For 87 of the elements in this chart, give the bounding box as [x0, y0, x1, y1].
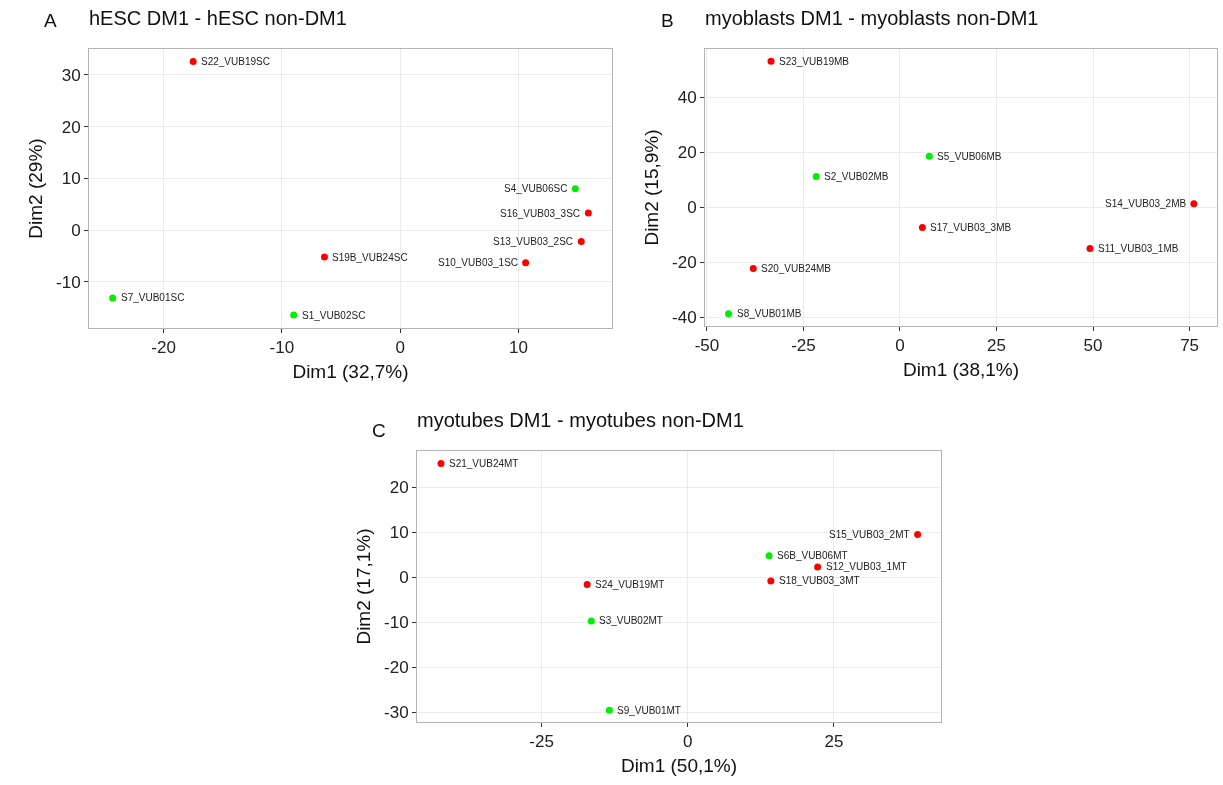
- point: [814, 563, 822, 571]
- annotation: S10_VUB03_1SC: [438, 257, 519, 268]
- point: [767, 57, 775, 65]
- annotation: S7_VUB01SC: [121, 292, 185, 303]
- y-axis-title: Dim2 (15,9%): [640, 129, 662, 246]
- annotation: S9_VUB01MT: [617, 705, 681, 716]
- annotation: S24_VUB19MT: [595, 579, 665, 590]
- annotation: S6B_VUB06MT: [777, 550, 848, 561]
- x-tick-label: -50: [694, 336, 720, 356]
- text: A: [44, 10, 57, 31]
- y-tick-label: -10: [384, 613, 409, 633]
- chart-title: myotubes DM1 - myotubes non-DM1: [417, 409, 744, 431]
- x-axis-title: Dim1 (32,7%): [292, 361, 409, 383]
- point: [522, 259, 530, 267]
- point: [749, 265, 757, 273]
- y-tick-label: -20: [672, 253, 697, 273]
- chart-title: myoblasts DM1 - myoblasts non-DM1: [705, 7, 1039, 29]
- x-axis-title: Dim1 (38,1%): [902, 359, 1020, 381]
- y-axis-title: Dim2 (17,1%): [352, 528, 374, 645]
- annotation: S15_VUB03_2MT: [829, 529, 910, 540]
- chart-title: hESC DM1 - hESC non-DM1: [89, 7, 347, 29]
- point: [290, 311, 298, 319]
- point: [583, 580, 591, 588]
- y-tick-label: 0: [399, 568, 409, 588]
- x-tick-label: -25: [791, 336, 816, 356]
- annotation: S5_VUB06MB: [937, 151, 1002, 162]
- x-tick-label: 0: [895, 336, 905, 356]
- x-tick-label: -25: [529, 732, 554, 752]
- point: [584, 209, 592, 217]
- annotation: S22_VUB19SC: [201, 56, 270, 67]
- annotation: S16_VUB03_3SC: [500, 208, 581, 219]
- x-tick-label: 75: [1180, 336, 1200, 356]
- y-axis-title: Dim2 (29%): [24, 138, 46, 239]
- y-tick-label: -10: [56, 272, 81, 292]
- x-tick-label: 25: [987, 336, 1006, 356]
- y-tick-label: 0: [687, 198, 697, 218]
- point: [320, 253, 328, 261]
- point: [1086, 245, 1094, 253]
- text: B: [661, 10, 674, 31]
- annotation: S11_VUB03_1MB: [1098, 243, 1179, 254]
- point: [767, 577, 775, 585]
- annotation: S19B_VUB24SC: [332, 252, 408, 263]
- annotation: S1_VUB02SC: [302, 310, 366, 321]
- annotation: S18_VUB03_3MT: [779, 575, 860, 586]
- x-tick-label: -20: [151, 338, 176, 358]
- point: [577, 238, 585, 246]
- y-tick-label: 10: [389, 523, 409, 543]
- annotation: S3_VUB02MT: [599, 615, 663, 626]
- y-tick-label: 20: [677, 143, 697, 163]
- y-tick-label: -30: [384, 703, 409, 723]
- point: [605, 706, 613, 714]
- x-axis-title: Dim1 (50,1%): [620, 755, 738, 777]
- x-tick-label: 50: [1083, 336, 1103, 356]
- annotation: S12_VUB03_1MT: [826, 561, 907, 572]
- y-tick-label: -40: [672, 308, 697, 328]
- point: [587, 617, 595, 625]
- y-tick-label: 20: [61, 117, 81, 137]
- y-tick-label: 20: [389, 478, 409, 498]
- point: [571, 185, 579, 193]
- y-tick-label: 10: [61, 169, 81, 189]
- y-tick-label: -20: [384, 658, 409, 678]
- annotation: S21_VUB24MT: [449, 458, 519, 469]
- x-tick-label: 25: [824, 732, 844, 752]
- annotation: S2_VUB02MB: [824, 171, 889, 182]
- point: [109, 294, 117, 302]
- point: [812, 173, 820, 181]
- text: C: [372, 420, 386, 441]
- annotation: S8_VUB01MB: [737, 308, 802, 319]
- annotation: S4_VUB06SC: [504, 183, 568, 194]
- y-tick-label: 40: [677, 88, 697, 108]
- annotation: S13_VUB03_2SC: [493, 236, 574, 247]
- point: [925, 152, 933, 160]
- annotation: S23_VUB19MB: [779, 56, 850, 67]
- annotation: S20_VUB24MB: [761, 263, 832, 274]
- annotation: S14_VUB03_2MB: [1105, 198, 1187, 209]
- annotation: S17_VUB03_3MB: [930, 222, 1012, 233]
- point: [189, 57, 197, 65]
- y-tick-label: 30: [61, 65, 81, 85]
- point: [765, 552, 773, 560]
- point: [725, 310, 733, 318]
- x-tick-label: 10: [509, 338, 528, 358]
- point: [1190, 200, 1198, 208]
- point: [914, 531, 922, 539]
- point: [437, 460, 445, 468]
- point: [918, 224, 926, 232]
- y-tick-label: 0: [71, 221, 81, 241]
- x-tick-label: -10: [269, 338, 295, 358]
